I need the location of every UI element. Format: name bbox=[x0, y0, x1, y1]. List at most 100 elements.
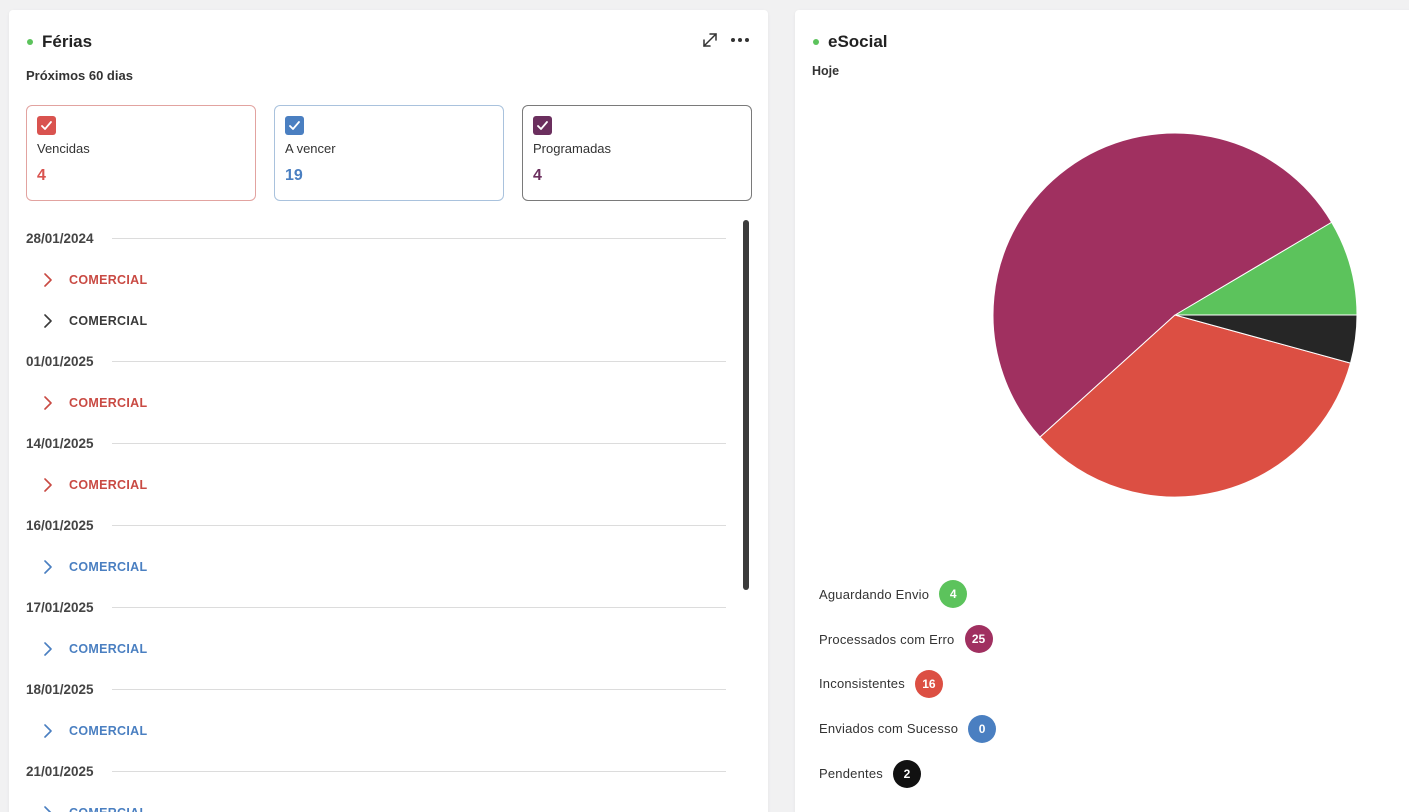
esocial-header: eSocial bbox=[813, 32, 888, 52]
summary-value: 4 bbox=[533, 167, 542, 184]
date-label: 14/01/2025 bbox=[26, 436, 94, 451]
summary-value: 19 bbox=[285, 167, 303, 184]
ferias-title: Férias bbox=[42, 32, 93, 51]
checkbox-icon bbox=[285, 116, 304, 135]
chevron-right-icon bbox=[43, 559, 57, 574]
summary-label: Vencidas bbox=[37, 141, 90, 156]
divider bbox=[111, 689, 726, 690]
department-label: COMERCIAL bbox=[69, 395, 148, 410]
chevron-right-icon bbox=[43, 477, 57, 492]
status-dot bbox=[27, 39, 33, 45]
legend-item[interactable]: Aguardando Envio 4 bbox=[819, 572, 996, 617]
date-row: 17/01/2025 bbox=[26, 587, 726, 628]
divider bbox=[111, 607, 726, 608]
list-item[interactable]: COMERCIAL bbox=[26, 259, 726, 300]
date-row: 18/01/2025 bbox=[26, 669, 726, 710]
count-badge: 2 bbox=[892, 759, 921, 788]
more-icon[interactable] bbox=[730, 30, 750, 50]
summary-box-programadas[interactable]: Programadas 4 bbox=[522, 105, 752, 201]
date-group: 17/01/2025 COMERCIAL bbox=[26, 587, 726, 669]
pie-slice-pendentes[interactable] bbox=[1174, 314, 1358, 364]
list-item[interactable]: COMERCIAL bbox=[26, 382, 726, 423]
summary-label: Programadas bbox=[533, 141, 612, 156]
date-row: 21/01/2025 bbox=[26, 751, 726, 792]
legend-label: Aguardando Envio bbox=[819, 586, 930, 602]
pie-slice-aguardando-envio[interactable] bbox=[1173, 221, 1358, 316]
count-badge: 0 bbox=[968, 714, 997, 743]
list-item[interactable]: COMERCIAL bbox=[26, 792, 726, 812]
date-label: 16/01/2025 bbox=[26, 518, 94, 533]
count-badge: 4 bbox=[939, 580, 968, 609]
department-label: COMERCIAL bbox=[69, 477, 148, 492]
list-item[interactable]: COMERCIAL bbox=[26, 300, 726, 341]
date-label: 18/01/2025 bbox=[26, 682, 94, 697]
ferias-subtitle: Próximos 60 dias bbox=[26, 68, 133, 83]
checkbox-icon bbox=[37, 116, 56, 135]
department-label: COMERCIAL bbox=[69, 641, 148, 656]
legend-label: Enviados com Sucesso bbox=[819, 721, 959, 737]
department-label: COMERCIAL bbox=[69, 559, 148, 574]
date-group: 21/01/2025 COMERCIAL bbox=[26, 751, 726, 812]
list-item[interactable]: COMERCIAL bbox=[26, 464, 726, 505]
chevron-right-icon bbox=[43, 723, 57, 738]
date-label: 21/01/2025 bbox=[26, 764, 94, 779]
date-group: 28/01/2024 COMERCIAL COMERCIAL bbox=[26, 218, 726, 341]
summary-box-vencidas[interactable]: Vencidas 4 bbox=[26, 105, 256, 201]
esocial-pie-chart bbox=[992, 132, 1358, 498]
count-badge: 25 bbox=[964, 625, 993, 654]
legend-item[interactable]: Pendentes 2 bbox=[819, 751, 996, 796]
esocial-card: eSocial Hoje Aguardando Envio 4 Processado… bbox=[795, 10, 1409, 812]
legend-label: Processados com Erro bbox=[819, 631, 955, 647]
esocial-subtitle: Hoje bbox=[812, 64, 840, 78]
date-row: 01/01/2025 bbox=[26, 341, 726, 382]
department-label: COMERCIAL bbox=[69, 806, 147, 812]
ferias-card: Férias Próximos 60 dias Vencidas 4 A vence… bbox=[9, 10, 768, 812]
date-row: 16/01/2025 bbox=[26, 505, 726, 546]
list-item[interactable]: COMERCIAL bbox=[26, 546, 726, 587]
chevron-right-icon bbox=[43, 641, 57, 656]
date-label: 17/01/2025 bbox=[26, 600, 94, 615]
divider bbox=[111, 443, 726, 444]
date-label: 28/01/2024 bbox=[26, 231, 94, 246]
pie-slice-processados-com-erro[interactable] bbox=[992, 132, 1333, 438]
list-item[interactable]: COMERCIAL bbox=[26, 628, 726, 669]
summary-label: A vencer bbox=[285, 141, 336, 156]
date-group: 14/01/2025 COMERCIAL bbox=[26, 423, 726, 505]
legend-item[interactable]: Enviados com Sucesso 0 bbox=[819, 706, 997, 751]
divider bbox=[111, 771, 726, 772]
esocial-title: eSocial bbox=[828, 32, 888, 51]
divider bbox=[111, 238, 726, 239]
legend-item[interactable]: Processados com Erro 25 bbox=[819, 617, 996, 662]
list-item[interactable]: COMERCIAL bbox=[26, 710, 726, 751]
summary-row: Vencidas 4 A vencer 19 Programadas 4 bbox=[26, 105, 752, 201]
count-badge: 16 bbox=[914, 669, 943, 698]
expand-icon[interactable] bbox=[700, 30, 720, 50]
legend-item[interactable]: Inconsistentes 16 bbox=[819, 662, 996, 707]
checkbox-icon bbox=[533, 116, 552, 135]
divider bbox=[111, 361, 726, 362]
summary-value: 4 bbox=[37, 167, 46, 184]
pie-slice-inconsistentes[interactable] bbox=[1039, 314, 1352, 498]
chevron-right-icon bbox=[43, 313, 57, 328]
ferias-header: Férias bbox=[27, 32, 92, 52]
divider bbox=[111, 525, 726, 526]
status-dot bbox=[813, 39, 819, 45]
date-group: 01/01/2025 COMERCIAL bbox=[26, 341, 726, 423]
legend-label: Inconsistentes bbox=[819, 676, 905, 692]
summary-box-a-vencer[interactable]: A vencer 19 bbox=[274, 105, 504, 201]
chevron-right-icon bbox=[43, 272, 57, 287]
date-label: 01/01/2025 bbox=[26, 354, 94, 369]
list-scrollbar[interactable] bbox=[743, 220, 749, 590]
esocial-legend: Aguardando Envio 4 Processados com Erro 25 I… bbox=[819, 572, 997, 796]
ferias-actions bbox=[700, 30, 750, 50]
vacation-list: 28/01/2024 COMERCIAL COMERCIAL 01/01/2025 CO… bbox=[26, 218, 726, 812]
department-label: COMERCIAL bbox=[69, 313, 148, 328]
date-group: 16/01/2025 COMERCIAL bbox=[26, 505, 726, 587]
department-label: COMERCIAL bbox=[69, 723, 148, 738]
date-group: 18/01/2025 COMERCIAL bbox=[26, 669, 726, 751]
chevron-right-icon bbox=[43, 805, 57, 812]
date-row: 14/01/2025 bbox=[26, 423, 726, 464]
chevron-right-icon bbox=[43, 395, 57, 410]
legend-label: Pendentes bbox=[819, 766, 883, 782]
department-label: COMERCIAL bbox=[69, 272, 148, 287]
